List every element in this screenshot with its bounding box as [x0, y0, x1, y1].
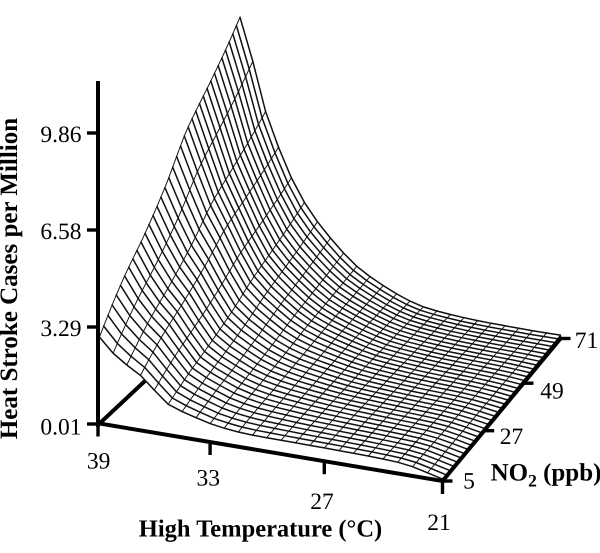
svg-text:3.29: 3.29: [40, 316, 81, 342]
svg-text:71: 71: [575, 328, 599, 354]
svg-text:33: 33: [197, 466, 221, 492]
svg-text:9.86: 9.86: [40, 122, 81, 148]
svg-text:27: 27: [310, 489, 334, 515]
svg-text:21: 21: [427, 510, 451, 536]
svg-text:6.58: 6.58: [40, 219, 81, 245]
svg-text:0.01: 0.01: [40, 414, 81, 440]
svg-text:49: 49: [540, 378, 564, 404]
svg-text:39: 39: [87, 449, 111, 475]
svg-text:NO2 (ppb): NO2 (ppb): [491, 460, 600, 491]
svg-text:Heat Stroke Cases per Million: Heat Stroke Cases per Million: [0, 118, 23, 439]
svg-text:5: 5: [463, 468, 475, 494]
svg-text:High Temperature (°C): High Temperature (°C): [139, 516, 382, 543]
svg-text:27: 27: [500, 424, 524, 450]
